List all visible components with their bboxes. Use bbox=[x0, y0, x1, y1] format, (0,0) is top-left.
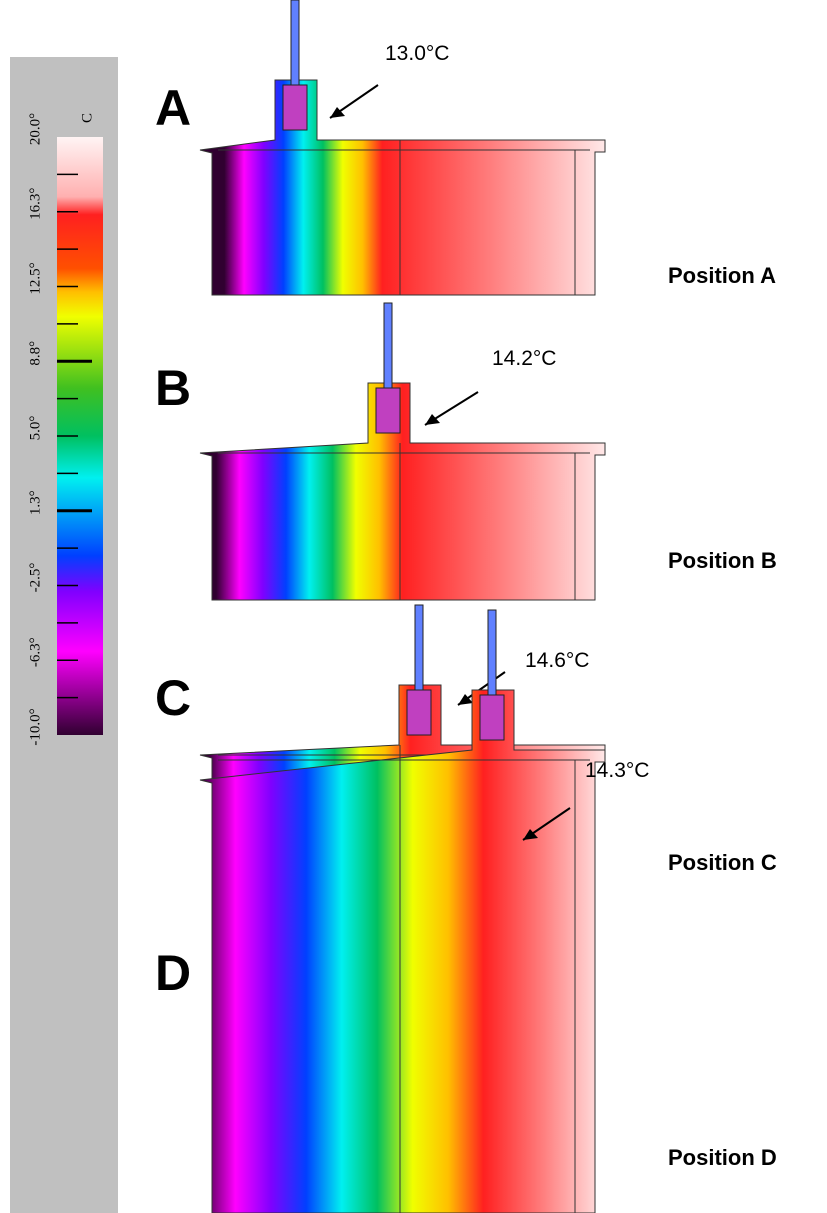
scale-label: 8.8° bbox=[27, 341, 43, 366]
position-label: Position D bbox=[668, 1145, 777, 1170]
frame bbox=[479, 694, 505, 741]
scale-label: 5.0° bbox=[27, 416, 43, 441]
arrow-head bbox=[458, 694, 473, 705]
scale-label: 16.3° bbox=[27, 188, 43, 220]
panel-letter: A bbox=[155, 80, 191, 136]
position-label: Position C bbox=[668, 850, 777, 875]
glass bbox=[383, 302, 393, 389]
scale-label: -2.5° bbox=[27, 563, 43, 593]
position-label: Position B bbox=[668, 548, 777, 573]
panel-letter: B bbox=[155, 360, 191, 416]
frame bbox=[406, 689, 432, 736]
arrow-head bbox=[330, 107, 345, 118]
section-panel: B 14.2°C Position B bbox=[155, 302, 777, 601]
glass bbox=[414, 604, 424, 691]
temperature-label: 14.2°C bbox=[492, 347, 556, 370]
panel-letter: C bbox=[155, 670, 191, 726]
glass bbox=[290, 0, 300, 86]
wall-section bbox=[199, 689, 606, 1213]
scale-label: 12.5° bbox=[27, 262, 43, 294]
temperature-label: 14.6°C bbox=[525, 649, 589, 672]
panel-letter: D bbox=[155, 945, 191, 1001]
arrow-head bbox=[425, 414, 440, 425]
section-panel: D 14.3°C Position D bbox=[155, 609, 777, 1213]
frame bbox=[282, 84, 308, 131]
scale-label: -10.0° bbox=[27, 708, 43, 745]
scale-label: 20.0° bbox=[27, 113, 43, 145]
frame bbox=[375, 387, 401, 434]
scale-label: 1.3° bbox=[27, 490, 43, 515]
glass bbox=[487, 609, 497, 696]
wall-section bbox=[199, 382, 606, 601]
scale-label: -6.3° bbox=[27, 637, 43, 667]
temperature-label: 13.0°C bbox=[385, 42, 449, 65]
temperature-label: 14.3°C bbox=[585, 759, 649, 782]
position-label: Position A bbox=[668, 263, 776, 288]
section-panel: A 13.0°C Position A bbox=[155, 0, 776, 296]
arrow-head bbox=[523, 829, 538, 840]
unit-label: C bbox=[79, 113, 95, 123]
wall-section bbox=[199, 79, 606, 296]
